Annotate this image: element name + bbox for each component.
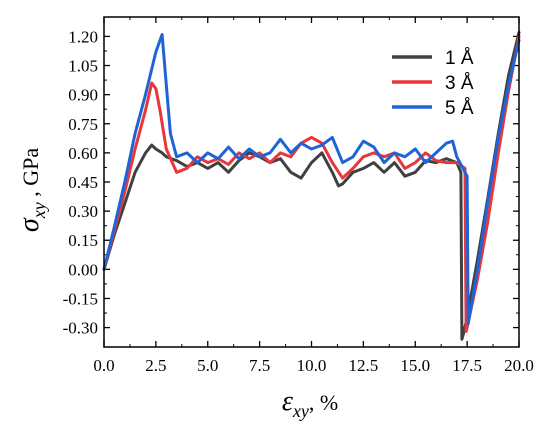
y-axis-subscript: xy (29, 202, 49, 219)
y-tick-label: 0.30 (68, 202, 98, 221)
x-tick-label: 5.0 (197, 356, 218, 375)
y-tick-label: -0.30 (63, 319, 98, 338)
legend-label: 1 Å (445, 48, 474, 69)
y-tick-label: -0.15 (63, 289, 98, 308)
series-line-3 (102, 33, 521, 326)
y-tick-label: 0.15 (68, 231, 98, 250)
x-axis-subscript: xy (292, 401, 309, 421)
series-line-1 (102, 31, 521, 341)
x-tick-label: 2.5 (145, 356, 166, 375)
y-axis-unit: , GPa (18, 148, 43, 203)
x-axis-ticks: 0.0 2.5 5.0 7.5 10.0 12.5 15.0 17.5 20.0 (93, 17, 534, 375)
legend-label: 3 Å (445, 73, 474, 94)
x-tick-label: 10.0 (297, 356, 327, 375)
y-tick-label: 0.00 (68, 260, 98, 279)
legend: 1 Å 3 Å 5 Å (392, 48, 474, 119)
x-axis-title: εxy, % (282, 386, 338, 421)
x-tick-label: 15.0 (400, 356, 430, 375)
plot-frame (103, 16, 520, 348)
x-tick-label: 17.5 (452, 356, 482, 375)
legend-label: 5 Å (445, 98, 474, 119)
x-axis-unit: , % (309, 390, 338, 415)
y-axis-symbol: σ (14, 217, 45, 232)
y-tick-label: 1.20 (68, 27, 98, 46)
x-tick-label: 20.0 (504, 356, 534, 375)
y-axis-title: σxy , GPa (14, 148, 49, 232)
y-axis-ticks: -0.30 -0.15 0.00 0.15 0.30 0.45 0.60 0.75 0.90 1.… (63, 27, 519, 338)
x-tick-label: 12.5 (349, 356, 379, 375)
x-tick-label: 0.0 (93, 356, 114, 375)
y-tick-label: 0.45 (68, 173, 98, 192)
y-tick-label: 1.05 (68, 57, 98, 76)
y-tick-label: 0.90 (68, 86, 98, 105)
x-axis-symbol: ε (282, 386, 293, 417)
y-tick-label: 0.60 (68, 144, 98, 163)
series-lines (102, 31, 521, 341)
y-tick-label: 0.75 (68, 115, 98, 134)
x-tick-label: 7.5 (249, 356, 270, 375)
